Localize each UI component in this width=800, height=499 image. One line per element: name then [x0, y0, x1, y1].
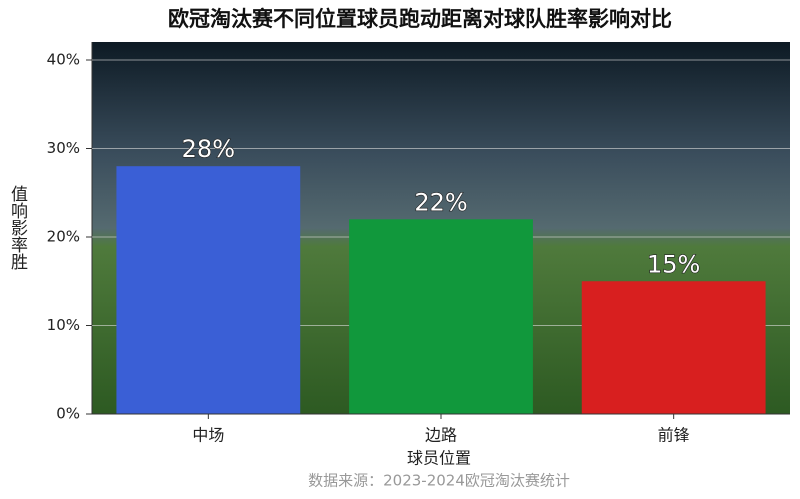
- y-axis-label: 胜率影响值: [7, 185, 27, 270]
- x-axis-label: 球员位置: [407, 449, 471, 468]
- y-tick-label: 20%: [47, 228, 80, 246]
- y-tick-label: 10%: [47, 316, 80, 334]
- source-note: 数据来源：2023-2024欧冠淘汰赛统计: [308, 472, 570, 490]
- bar: [581, 281, 766, 414]
- y-tick-label: 0%: [56, 405, 80, 423]
- x-tick-label: 中场: [192, 426, 224, 445]
- bar: [116, 166, 301, 414]
- value-label: 22%: [414, 188, 467, 216]
- chart-title: 欧冠淘汰赛不同位置球员跑动距离对球队胜率影响对比: [168, 7, 672, 31]
- value-label: 28%: [182, 135, 235, 163]
- bar: [349, 219, 533, 414]
- x-tick-label: 前锋: [658, 426, 690, 445]
- value-label: 15%: [647, 250, 700, 278]
- y-tick-label: 40%: [47, 51, 80, 69]
- y-tick-label: 30%: [47, 139, 80, 157]
- x-tick-label: 边路: [425, 426, 457, 445]
